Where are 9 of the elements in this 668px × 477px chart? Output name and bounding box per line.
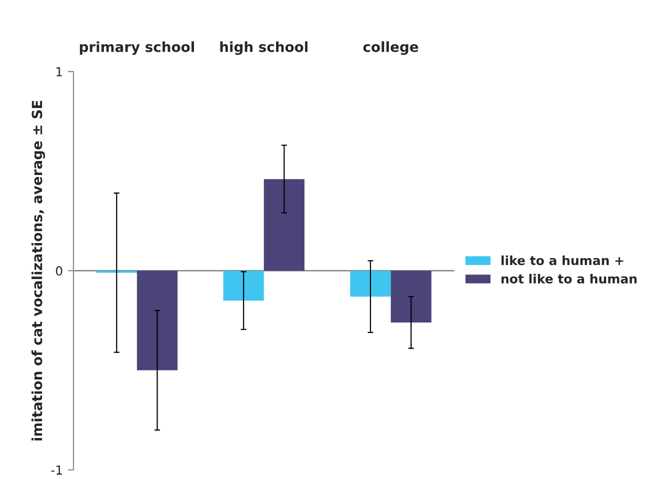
y-tick-label: 1 [56, 67, 62, 76]
legend-label: like to a human + [502, 255, 624, 266]
legend-label: not like to a human [502, 274, 637, 284]
y-tick-label: -1 [51, 465, 62, 475]
y-axis-title: imitation of cat vocalizations, average ± SE [31, 100, 46, 440]
x-tick-label: college [363, 41, 418, 55]
x-tick-label: primary school [80, 41, 194, 55]
y-tick-label: 0 [56, 266, 62, 276]
x-tick-label: high school [220, 41, 308, 55]
